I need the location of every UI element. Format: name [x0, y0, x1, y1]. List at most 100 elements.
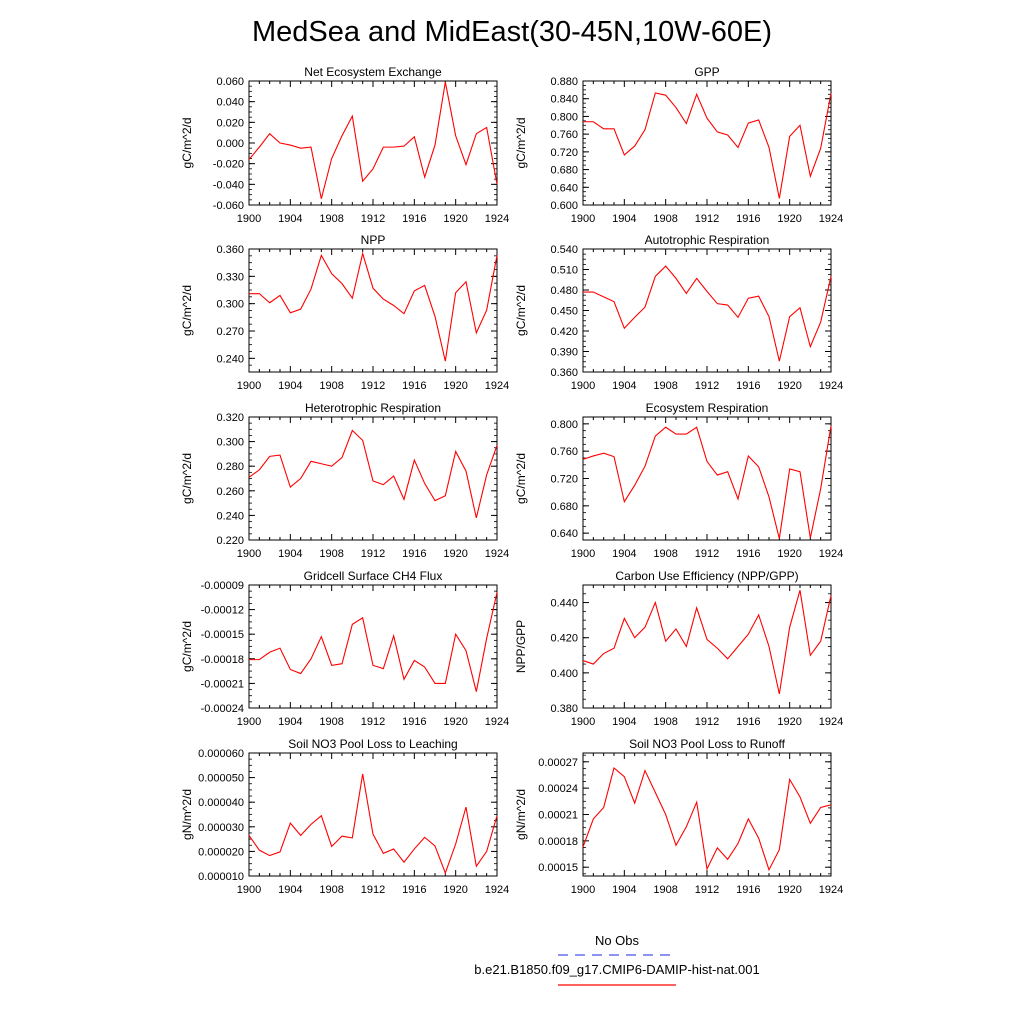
x-tick-label: 1900 [571, 213, 595, 225]
y-tick-label: 0.240 [216, 510, 244, 522]
x-tick-label: 1920 [777, 884, 801, 896]
x-tick-label: 1908 [319, 380, 343, 392]
series-line [583, 265, 832, 362]
y-tick-label: 0.300 [216, 299, 244, 311]
x-tick-label: 1920 [777, 548, 801, 560]
y-tick-label: 0.00024 [538, 783, 578, 795]
series-line [249, 251, 498, 362]
x-tick-label: 1912 [695, 548, 719, 560]
x-tick-label: 1908 [319, 548, 343, 560]
x-tick-label: 1912 [361, 716, 385, 728]
x-tick-label: 1900 [571, 380, 595, 392]
series-line [248, 429, 498, 518]
chart-panel: Ecosystem Respiration gC/m^2/d 1900 1904 190… [514, 401, 843, 560]
x-tick-label: 1924 [819, 548, 843, 560]
x-tick-label: 1900 [571, 884, 595, 896]
y-tick-label: 0.450 [550, 306, 578, 318]
y-tick-label: 0.600 [550, 200, 578, 212]
chart-title: Net Ecosystem Exchange [304, 65, 442, 79]
y-tick-label: -0.040 [213, 179, 244, 191]
plot-frame [582, 752, 832, 877]
x-tick-label: 1912 [695, 380, 719, 392]
plot-frame [582, 584, 832, 709]
y-tick-label: 0.00027 [538, 757, 578, 769]
x-tick-label: 1916 [402, 548, 426, 560]
x-tick-label: 1900 [237, 213, 261, 225]
legend-obs-label: No Obs [595, 933, 640, 948]
x-tick-label: 1904 [278, 716, 302, 728]
y-tick-label: 0.000040 [198, 797, 244, 809]
y-tick-label: 0.320 [216, 412, 244, 424]
x-tick-label: 1924 [819, 213, 843, 225]
y-tick-label: 0.420 [550, 633, 578, 645]
y-tick-label: -0.020 [213, 159, 244, 171]
y-tick-label: 0.00018 [538, 836, 578, 848]
x-tick-label: 1924 [485, 548, 509, 560]
chart-panel: Soil NO3 Pool Loss to Runoff gN/m^2/d 1900… [514, 737, 843, 896]
chart-title: Ecosystem Respiration [646, 401, 769, 415]
x-tick-label: 1900 [237, 716, 261, 728]
x-tick-label: 1916 [736, 213, 760, 225]
x-tick-label: 1924 [485, 380, 509, 392]
y-axis-label: gC/m^2/d [180, 453, 194, 504]
y-axis-label: gC/m^2/d [514, 285, 528, 336]
y-tick-label: 0.00015 [538, 862, 578, 874]
x-tick-label: 1916 [402, 884, 426, 896]
chart-panels: Net Ecosystem Exchange gC/m^2/d 1900 1904 19… [180, 65, 843, 896]
x-tick-label: 1912 [361, 884, 385, 896]
chart-title: Soil NO3 Pool Loss to Runoff [629, 737, 786, 751]
x-tick-label: 1920 [777, 380, 801, 392]
x-tick-label: 1924 [485, 884, 509, 896]
y-tick-label: 0.360 [216, 244, 244, 256]
y-tick-label: 0.380 [550, 703, 578, 715]
x-tick-label: 1900 [571, 716, 595, 728]
plot-frame [582, 80, 832, 206]
y-axis-label: gC/m^2/d [180, 118, 194, 169]
x-tick-label: 1908 [319, 213, 343, 225]
y-tick-label: -0.060 [213, 200, 244, 212]
y-tick-label: 0.400 [550, 668, 578, 680]
x-tick-label: 1904 [278, 548, 302, 560]
page-title: MedSea and MidEast(30-45N,10W-60E) [252, 16, 772, 48]
x-tick-label: 1916 [402, 716, 426, 728]
y-tick-label: -0.00009 [201, 580, 244, 592]
x-tick-label: 1900 [571, 548, 595, 560]
x-tick-label: 1904 [278, 380, 302, 392]
y-tick-label: 0.480 [550, 285, 578, 297]
x-tick-label: 1908 [653, 716, 677, 728]
x-tick-label: 1920 [777, 716, 801, 728]
y-tick-label: -0.00021 [201, 678, 244, 690]
y-axis-label: gN/m^2/d [180, 789, 194, 840]
chart-title: Soil NO3 Pool Loss to Leaching [288, 737, 457, 751]
y-axis-label: gN/m^2/d [514, 789, 528, 840]
y-tick-label: 0.00021 [538, 810, 578, 822]
y-tick-label: 0.300 [216, 437, 244, 449]
series-line [248, 773, 498, 875]
chart-panel: Heterotrophic Respiration gC/m^2/d 1900 190… [180, 401, 509, 560]
y-tick-label: 0.040 [216, 97, 244, 109]
chart-title: GPP [694, 65, 719, 79]
chart-title: Gridcell Surface CH4 Flux [304, 569, 443, 583]
y-tick-label: 0.000030 [198, 822, 244, 834]
y-tick-label: 0.800 [550, 419, 578, 431]
x-tick-label: 1920 [443, 716, 467, 728]
legend-model-label: b.e21.B1850.f09_g17.CMIP6-DAMIP-hist-nat… [474, 962, 759, 977]
x-tick-label: 1904 [278, 213, 302, 225]
y-axis-label: gC/m^2/d [514, 453, 528, 504]
series-line [249, 592, 498, 692]
y-tick-label: 0.270 [216, 326, 244, 338]
x-tick-label: 1904 [278, 884, 302, 896]
x-tick-label: 1912 [361, 213, 385, 225]
y-tick-label: 0.680 [550, 501, 578, 513]
x-tick-label: 1904 [612, 380, 636, 392]
series-line [582, 425, 832, 539]
y-tick-label: 0.840 [550, 94, 578, 106]
x-tick-label: 1912 [361, 380, 385, 392]
x-tick-label: 1908 [653, 548, 677, 560]
x-tick-label: 1916 [402, 213, 426, 225]
x-tick-label: 1912 [695, 213, 719, 225]
x-tick-label: 1916 [736, 548, 760, 560]
x-tick-label: 1908 [319, 716, 343, 728]
chart-title: Autotrophic Respiration [645, 233, 770, 247]
